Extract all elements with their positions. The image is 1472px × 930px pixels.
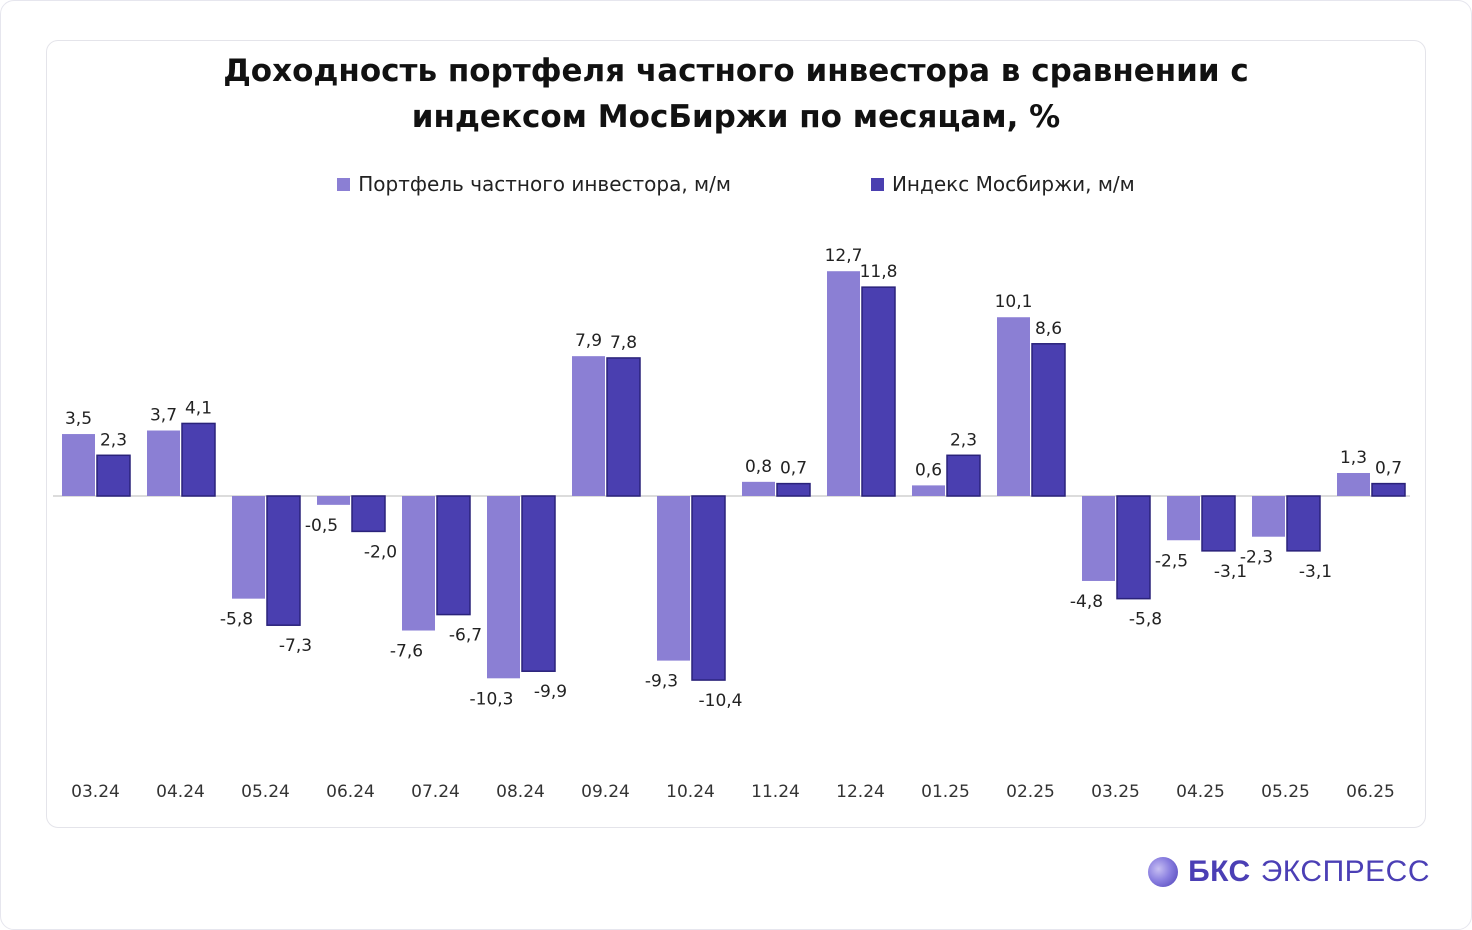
data-label-index-03.24: 2,3: [100, 430, 127, 450]
x-tick-label-06.24: 06.24: [326, 782, 375, 802]
data-label-portfolio-09.24: 7,9: [575, 331, 602, 351]
data-label-portfolio-11.24: 0,8: [745, 457, 772, 477]
bar-index-07.24: [436, 495, 471, 616]
legend-item-portfolio: Портфель частного инвестора, м/м: [337, 172, 731, 196]
legend-label-portfolio: Портфель частного инвестора, м/м: [358, 172, 731, 196]
bar-index-04.25: [1201, 495, 1236, 552]
data-label-portfolio-01.25: 0,6: [915, 460, 942, 480]
bar-portfolio-05.24: [232, 496, 265, 599]
bar-index-08.24: [521, 495, 556, 672]
x-tick-label-04.25: 04.25: [1176, 782, 1225, 802]
brand-name-part-1: БКС: [1188, 855, 1251, 888]
bar-index-10.24: [691, 495, 726, 681]
data-label-index-03.25: -5,8: [1129, 610, 1162, 630]
bar-portfolio-10.24: [657, 496, 690, 661]
data-label-index-02.25: 8,6: [1035, 319, 1062, 339]
bar-portfolio-05.25: [1252, 496, 1285, 537]
chart-legend: Портфель частного инвестора, м/м Индекс …: [0, 172, 1472, 196]
x-tick-label-11.24: 11.24: [751, 782, 800, 802]
data-label-portfolio-08.24: -10,3: [470, 689, 514, 709]
data-label-portfolio-05.25: -2,3: [1240, 548, 1273, 568]
x-tick-label-10.24: 10.24: [666, 782, 715, 802]
bar-portfolio-06.25: [1337, 472, 1370, 496]
data-label-portfolio-10.24: -9,3: [645, 672, 678, 692]
x-tick-label-03.24: 03.24: [71, 782, 120, 802]
bar-portfolio-11.24: [742, 481, 775, 496]
x-tick-label-06.25: 06.25: [1346, 782, 1395, 802]
bar-index-09.24: [606, 357, 641, 497]
bar-portfolio-12.24: [827, 271, 860, 496]
data-label-index-06.24: -2,0: [364, 542, 397, 562]
x-tick-label-03.25: 03.25: [1091, 782, 1140, 802]
x-tick-label-07.24: 07.24: [411, 782, 460, 802]
legend-swatch-portfolio: [337, 177, 351, 191]
data-label-index-05.25: -3,1: [1299, 562, 1332, 582]
x-tick-label-12.24: 12.24: [836, 782, 885, 802]
bar-index-12.24: [861, 286, 896, 497]
x-tick-label-05.24: 05.24: [241, 782, 290, 802]
data-label-portfolio-02.25: 10,1: [995, 292, 1033, 312]
data-label-index-08.24: -9,9: [534, 682, 567, 702]
data-label-portfolio-12.24: 12,7: [825, 246, 863, 266]
chart-title-line-1: Доходность портфеля частного инвестора в…: [223, 53, 1249, 89]
bar-portfolio-01.25: [912, 485, 945, 496]
x-tick-label-09.24: 09.24: [581, 782, 630, 802]
legend-label-index: Индекс Мосбиржи, м/м: [891, 172, 1135, 196]
x-tick-label-05.25: 05.25: [1261, 782, 1310, 802]
data-label-index-06.25: 0,7: [1375, 459, 1402, 479]
data-label-index-07.24: -6,7: [449, 626, 482, 646]
data-label-index-11.24: 0,7: [780, 459, 807, 479]
bar-portfolio-03.25: [1082, 496, 1115, 581]
data-label-portfolio-03.24: 3,5: [65, 409, 92, 429]
bar-index-03.25: [1116, 495, 1151, 600]
data-label-portfolio-05.24: -5,8: [220, 610, 253, 630]
chart-title-line-2: индексом МосБиржи по месяцам, %: [411, 99, 1061, 135]
data-label-portfolio-06.24: -0,5: [305, 516, 338, 536]
data-label-index-04.25: -3,1: [1214, 562, 1247, 582]
bar-portfolio-08.24: [487, 496, 520, 679]
bar-portfolio-09.24: [572, 356, 605, 496]
brand-sphere-icon: [1148, 857, 1179, 887]
bar-index-06.24: [351, 495, 386, 533]
x-tick-label-02.25: 02.25: [1006, 782, 1055, 802]
chart-title: Доходность портфеля частного инвестора в…: [0, 48, 1472, 140]
x-tick-label-04.24: 04.24: [156, 782, 205, 802]
bar-portfolio-07.24: [402, 496, 435, 631]
chart-card: [46, 40, 1426, 828]
bar-index-03.24: [96, 454, 131, 497]
bar-index-05.24: [266, 495, 301, 626]
x-tick-label-08.24: 08.24: [496, 782, 545, 802]
brand-logo: БКС ЭКСПРЕСС: [1148, 855, 1430, 889]
bar-index-01.25: [946, 454, 981, 497]
data-label-index-10.24: -10,4: [699, 691, 743, 711]
bar-portfolio-04.24: [147, 430, 180, 496]
bar-portfolio-03.24: [62, 434, 95, 496]
bar-index-02.25: [1031, 343, 1066, 497]
data-label-index-01.25: 2,3: [950, 430, 977, 450]
data-label-index-05.24: -7,3: [279, 636, 312, 656]
data-label-index-09.24: 7,8: [610, 333, 637, 353]
data-label-portfolio-04.25: -2,5: [1155, 551, 1188, 571]
bar-portfolio-04.25: [1167, 496, 1200, 541]
data-label-index-12.24: 11,8: [860, 262, 898, 282]
bar-index-04.24: [181, 422, 216, 497]
data-label-portfolio-03.25: -4,8: [1070, 592, 1103, 612]
bar-index-11.24: [776, 482, 811, 497]
data-label-index-04.24: 4,1: [185, 398, 212, 418]
data-label-portfolio-06.25: 1,3: [1340, 448, 1367, 468]
legend-swatch-index: [870, 177, 884, 191]
legend-item-index: Индекс Мосбиржи, м/м: [870, 172, 1135, 196]
bar-portfolio-06.24: [317, 496, 350, 505]
x-tick-label-01.25: 01.25: [921, 782, 970, 802]
brand-name-part-2: ЭКСПРЕСС: [1260, 855, 1430, 888]
data-label-portfolio-07.24: -7,6: [390, 642, 423, 662]
bar-index-06.25: [1371, 482, 1406, 497]
bar-index-05.25: [1286, 495, 1321, 552]
data-label-portfolio-04.24: 3,7: [150, 406, 177, 426]
bar-portfolio-02.25: [997, 317, 1030, 496]
